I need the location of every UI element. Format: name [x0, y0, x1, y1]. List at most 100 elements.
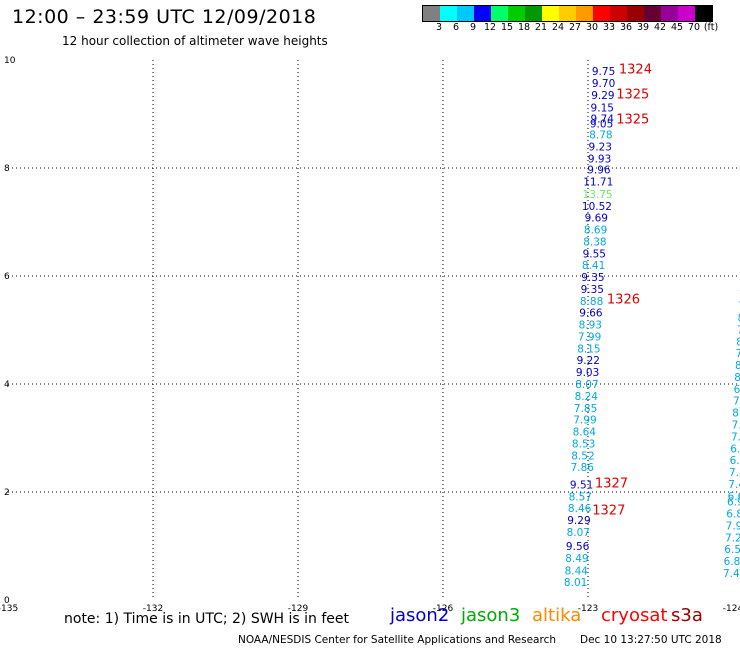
swh-value-jason2: 9.93 [588, 153, 611, 165]
swh-value-jason2: 7.99 [578, 331, 601, 343]
colorbar-label: 27 [568, 22, 582, 33]
legend-item-jason2: jason2 [390, 605, 450, 626]
y-tick-label: 4 [4, 380, 10, 390]
colorbar-swatch [474, 6, 491, 21]
y-tick-label: 6 [4, 272, 10, 282]
swh-value-jason2: 8.53 [572, 438, 595, 450]
swh-value-jason2: 8.93 [579, 320, 602, 332]
swh-value-jason2: 13.75 [583, 189, 613, 201]
time-label: 1324 [619, 63, 652, 78]
swh-value-jason2: 8.15 [577, 343, 600, 355]
colorbar-label: 3 [435, 22, 443, 33]
swh-value-s3a: 8.38 [735, 360, 740, 372]
colorbar-swatch [678, 6, 695, 21]
swh-value-jason2: 8.07 [575, 379, 598, 391]
swh-value-jason2: 9.55 [583, 248, 606, 260]
colorbar-swatch [593, 6, 610, 21]
note-text: note: 1) Time is in UTC; 2) SWH is in fe… [64, 611, 350, 627]
legend-item-s3a: s3a [671, 605, 703, 626]
swh-value-jason2: 8.64 [573, 427, 597, 439]
y-tick-label: 10 [4, 56, 16, 66]
colorbar-swatch [610, 6, 627, 21]
swh-value-s3a: 8.60 [734, 372, 740, 384]
swh-value-s3a: 6.39 [730, 455, 740, 467]
colorbar-label: 15 [500, 22, 514, 33]
colorbar-label: 24 [551, 22, 565, 33]
colorbar-swatch [559, 6, 576, 21]
swh-value-s3a: 7.89 [738, 301, 740, 313]
footer-credit: NOAA/NESDIS Center for Satellite Applica… [238, 634, 556, 646]
colorbar [422, 5, 713, 22]
colorbar-label: 6 [452, 22, 460, 33]
swh-value-jason2: 9.35 [581, 272, 604, 284]
time-labels: 13241325132513261327132718061807 [592, 63, 652, 519]
colorbar-swatch [627, 6, 644, 21]
swh-value-jason2: 8.78 [589, 130, 612, 142]
swh-value-jason2: 9.66 [579, 308, 603, 320]
swh-value-s3a: 8.06 [738, 313, 740, 325]
legend-item-altika: altika [532, 605, 582, 626]
colorbar-label: 39 [636, 22, 650, 33]
legend-item-jason3: jason3 [461, 605, 521, 626]
time-label: 1325 [616, 112, 649, 127]
swh-value-jason2: 7.86 [571, 462, 595, 474]
y-tick-label: 8 [4, 164, 10, 174]
swh-value-jason2: 8.24 [575, 391, 599, 403]
colorbar-labels: 3 6 9 12 15 18 21 24 27 30 33 36 39 42 45 70 (ft) [422, 22, 740, 36]
swh-value-s3a: 6.88 [726, 509, 740, 521]
colorbar-label: 18 [517, 22, 531, 33]
swh-value-s3a: 6.88 [734, 384, 740, 396]
time-label: 1325 [616, 87, 649, 102]
x-tick-label: -135 [0, 604, 18, 614]
x-tick-label: -123 [578, 604, 598, 614]
swh-value-jason2: 8.57 [569, 491, 592, 503]
colorbar-label: 70 [687, 22, 701, 33]
grid-lines [8, 60, 740, 600]
colorbar-label: 42 [653, 22, 667, 33]
swh-value-s3a: 7.67 [737, 324, 740, 336]
swh-value-jason2: 8.49 [565, 553, 588, 565]
swh-value-s3a: 7.44 [731, 431, 740, 443]
x-tick-label: -132 [143, 604, 163, 614]
swh-value-jason2: 8.46 [568, 503, 592, 515]
swh-value-jason2: 8.38 [583, 236, 606, 248]
swh-value-s3a: 7.42 [728, 479, 740, 491]
colorbar-label: 36 [619, 22, 633, 33]
swh-points: 9.759.709.299.159.749.058.789.239.939.96… [564, 66, 740, 589]
swh-value-s3a: 7.14 [736, 348, 740, 360]
swh-value-jason2: 9.75 [592, 66, 615, 78]
swh-value-jason2: 9.29 [591, 90, 614, 102]
swh-value-jason2: 9.05 [590, 119, 613, 131]
colorbar-swatch [576, 6, 593, 21]
swh-value-s3a: 6.62 [728, 491, 740, 503]
colorbar-swatch [440, 6, 457, 21]
colorbar-swatch [661, 6, 678, 21]
swh-value-s3a: 7.44 [723, 568, 740, 580]
time-label: 1327 [592, 503, 625, 518]
swh-value-s3a: 7.98 [739, 289, 740, 301]
swh-value-jason2: 9.22 [577, 355, 600, 367]
swh-value-jason2: 8.69 [584, 225, 607, 237]
swh-value-jason2: 8.41 [582, 260, 605, 272]
swh-value-s3a: 7.48 [732, 420, 740, 432]
colorbar-label: (ft) [703, 22, 719, 33]
swh-value-s3a: 7.80 [729, 467, 740, 479]
swh-value-jason2: 8.88 [580, 296, 603, 308]
colorbar-swatch [644, 6, 661, 21]
swh-value-jason2: 7.99 [573, 415, 596, 427]
swh-value-s3a: 7.84 [733, 396, 740, 408]
colorbar-swatch [695, 6, 712, 21]
colorbar-swatch [525, 6, 542, 21]
axis-tick-labels: -135 -132 -129 -126 -123 -124 0 2 4 6 8 10 [0, 56, 740, 614]
swh-value-s3a: 6.89 [724, 556, 740, 568]
x-tick-label: -129 [288, 604, 309, 614]
colorbar-swatch [423, 6, 440, 21]
swh-value-jason2: 9.70 [592, 78, 615, 90]
swh-value-s3a: 8.67 [732, 408, 740, 420]
swh-value-jason2: 9.23 [589, 141, 612, 153]
colorbar-swatch [508, 6, 525, 21]
time-label: 1327 [595, 476, 628, 491]
swh-value-jason2: 8.01 [564, 577, 587, 589]
swh-value-s3a: 6.53 [730, 443, 740, 455]
